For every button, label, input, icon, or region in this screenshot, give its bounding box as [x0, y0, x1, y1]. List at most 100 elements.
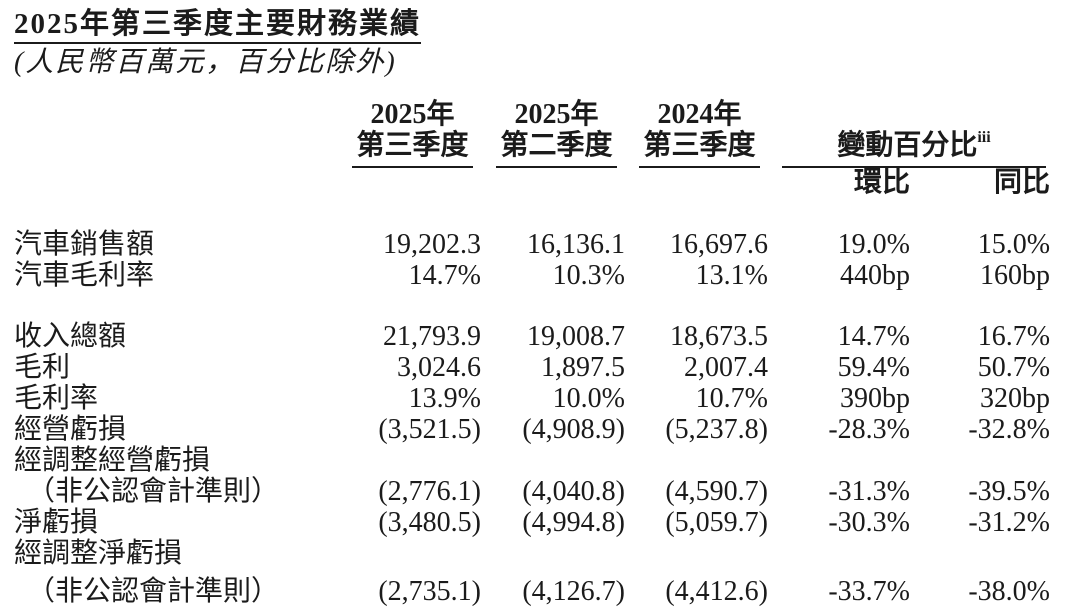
table-cell: 19,008.7	[527, 321, 625, 352]
row-label: （非公認會計準則）	[27, 476, 280, 507]
table-cell: 21,793.9	[383, 321, 481, 352]
table-cell: 160bp	[980, 260, 1051, 291]
table-cell	[481, 445, 625, 476]
table-cell: 16,136.1	[527, 229, 625, 260]
row-label: 毛利率	[14, 383, 99, 414]
table-row: （非公認會計準則） (2,776.1) (4,040.8) (4,590.7) -31.…	[14, 476, 1050, 507]
column-header-year: 2025年	[370, 99, 455, 130]
table-cell: (2,735.1)	[378, 576, 481, 607]
table-cell	[350, 445, 481, 476]
table-cell	[910, 445, 1050, 476]
table-cell: -31.2%	[968, 507, 1051, 538]
table-row: 經營虧損 (3,521.5) (4,908.9) (5,237.8) -28.3% -32…	[14, 414, 1050, 445]
subheader-qoq: 環比	[853, 167, 910, 198]
table-cell: (4,994.8)	[522, 507, 625, 538]
table-row: 汽車毛利率 14.7% 10.3% 13.1% 440bp 160bp	[14, 260, 1050, 291]
column-header-2025-q2: 2025年 第二季度	[481, 99, 625, 168]
row-label: （非公認會計準則）	[27, 576, 280, 607]
table-cell: -28.3%	[828, 414, 910, 445]
table-cell: -32.8%	[968, 414, 1051, 445]
column-header-year: 2024年	[657, 99, 742, 130]
table-cell: (4,040.8)	[522, 476, 625, 507]
row-label: 收入總額	[14, 321, 127, 352]
row-label: 汽車毛利率	[14, 260, 155, 291]
table-row: 收入總額 21,793.9 19,008.7 18,673.5 14.7% 16.7%	[14, 321, 1050, 352]
table-row: 淨虧損 (3,480.5) (4,994.8) (5,059.7) -30.3% -31.…	[14, 507, 1050, 538]
row-label: 毛利	[14, 352, 71, 383]
table-cell: -33.7%	[828, 576, 910, 607]
period-header-row: 2025年 第三季度 2025年 第二季度 2024年 第三季度	[14, 99, 1050, 168]
page-title: 2025年第三季度主要財務業績	[14, 8, 422, 44]
table-cell: 18,673.5	[670, 321, 768, 352]
table-cell: 14.7%	[837, 321, 910, 352]
table-cell: 10.7%	[695, 383, 768, 414]
table-row: 經調整經營虧損	[14, 445, 1050, 476]
column-header-2025-q3: 2025年 第三季度	[350, 99, 481, 168]
row-label: 淨虧損	[14, 507, 99, 538]
table-row: 經調整淨虧損	[14, 538, 1050, 569]
table-cell: (5,059.7)	[665, 507, 768, 538]
table-cell	[910, 538, 1050, 569]
subheader-yoy: 同比	[994, 167, 1051, 198]
table-row: 汽車銷售額 19,202.3 16,136.1 16,697.6 19.0% 15.0%	[14, 198, 1050, 260]
table-body: 汽車銷售額 19,202.3 16,136.1 16,697.6 19.0% 15.0% 汽…	[14, 198, 1050, 607]
table-cell: 50.7%	[977, 352, 1051, 383]
table-cell: -31.3%	[828, 476, 910, 507]
column-header-2024-q3: 2024年 第三季度	[625, 99, 768, 168]
table-cell: -30.3%	[828, 507, 910, 538]
footnote-marker: iii	[977, 128, 991, 146]
spacer-row	[14, 291, 1050, 321]
table-cell	[768, 445, 910, 476]
table-cell: 390bp	[840, 383, 910, 414]
table-cell: 16,697.6	[670, 229, 768, 260]
table-cell: 2,007.4	[684, 352, 768, 383]
spacer-cell	[14, 291, 1050, 321]
table-cell: (4,590.7)	[665, 476, 768, 507]
table-cell	[625, 538, 768, 569]
table-header: 2025年 第三季度 2025年 第二季度 2024年 第三季度	[14, 99, 1050, 198]
row-label: 經調整經營虧損	[14, 445, 211, 476]
table-cell: 3,024.6	[397, 352, 481, 383]
table-cell: 59.4%	[837, 352, 910, 383]
table-row: （非公認會計準則） (2,735.1) (4,126.7) (4,412.6) -33.…	[14, 569, 1050, 607]
column-header-quarter: 第三季度	[356, 130, 469, 161]
change-percentage-group-header: 變動百分比iii	[768, 99, 1050, 168]
table-cell: 10.0%	[552, 383, 625, 414]
table-cell: 19.0%	[837, 229, 910, 260]
table-cell: -38.0%	[968, 576, 1051, 607]
subheader-row: 環比 同比	[14, 168, 1050, 198]
subheader-spacer	[14, 168, 768, 198]
table-row: 毛利率 13.9% 10.0% 10.7% 390bp 320bp	[14, 383, 1050, 414]
table-cell: (4,126.7)	[522, 576, 625, 607]
table-cell: 14.7%	[408, 260, 481, 291]
column-header-quarter: 第三季度	[643, 130, 756, 161]
table-cell: (3,521.5)	[378, 414, 481, 445]
financial-results-table: 2025年 第三季度 2025年 第二季度 2024年 第三季度	[14, 99, 1050, 607]
table-cell: 1,897.5	[541, 352, 625, 383]
table-cell	[625, 445, 768, 476]
table-cell: (5,237.8)	[665, 414, 768, 445]
page-subtitle: (人民幣百萬元，百分比除外)	[14, 47, 397, 78]
column-header-year: 2025年	[514, 99, 599, 130]
table-cell: 320bp	[980, 383, 1051, 414]
table-cell: 440bp	[840, 260, 910, 291]
table-cell: (4,908.9)	[522, 414, 625, 445]
table-cell: 10.3%	[552, 260, 625, 291]
table-cell: 16.7%	[977, 321, 1051, 352]
table-cell: 15.0%	[977, 229, 1051, 260]
column-header-quarter: 第二季度	[500, 130, 613, 161]
table-cell	[481, 538, 625, 569]
table-cell	[768, 538, 910, 569]
row-label: 汽車銷售額	[14, 229, 155, 260]
change-group-label: 變動百分比	[837, 130, 978, 161]
table-cell	[350, 538, 481, 569]
table-cell: 19,202.3	[383, 229, 481, 260]
table-cell: (3,480.5)	[378, 507, 481, 538]
row-label: 經營虧損	[14, 414, 127, 445]
table-cell: 13.9%	[408, 383, 481, 414]
table-cell: (4,412.6)	[665, 576, 768, 607]
table-row: 毛利 3,024.6 1,897.5 2,007.4 59.4% 50.7%	[14, 352, 1050, 383]
label-column-header	[14, 99, 350, 168]
table-cell: -39.5%	[968, 476, 1051, 507]
